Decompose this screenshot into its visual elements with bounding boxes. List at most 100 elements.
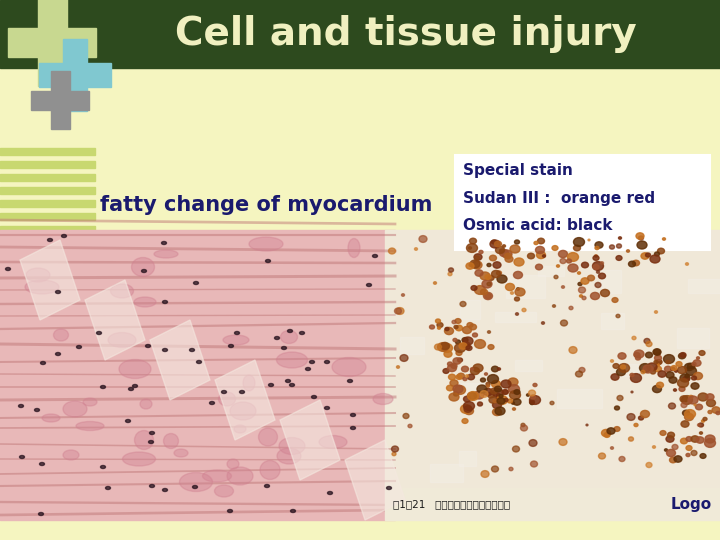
Ellipse shape	[681, 421, 689, 427]
Ellipse shape	[463, 337, 473, 345]
Ellipse shape	[492, 408, 502, 416]
Ellipse shape	[575, 371, 582, 377]
Ellipse shape	[497, 271, 502, 275]
Ellipse shape	[35, 408, 40, 411]
Ellipse shape	[456, 375, 462, 380]
Ellipse shape	[614, 427, 620, 431]
Ellipse shape	[487, 282, 491, 286]
Ellipse shape	[504, 399, 508, 402]
Ellipse shape	[497, 275, 507, 283]
Ellipse shape	[604, 433, 610, 437]
Ellipse shape	[408, 424, 412, 428]
Ellipse shape	[480, 390, 488, 397]
Ellipse shape	[466, 375, 469, 377]
Ellipse shape	[222, 390, 227, 394]
Ellipse shape	[639, 416, 644, 420]
Ellipse shape	[25, 280, 59, 294]
Bar	[0, 174, 95, 181]
Bar	[688, 279, 720, 293]
Ellipse shape	[513, 408, 516, 410]
Ellipse shape	[631, 391, 633, 393]
Ellipse shape	[653, 349, 661, 355]
Ellipse shape	[6, 267, 11, 271]
Ellipse shape	[397, 366, 400, 368]
Ellipse shape	[101, 465, 106, 469]
Ellipse shape	[76, 422, 104, 430]
Ellipse shape	[513, 272, 523, 279]
Ellipse shape	[467, 393, 477, 400]
Ellipse shape	[685, 410, 696, 418]
Ellipse shape	[477, 385, 487, 393]
Ellipse shape	[505, 253, 511, 259]
Ellipse shape	[536, 246, 544, 254]
Ellipse shape	[202, 470, 232, 482]
Ellipse shape	[389, 248, 395, 254]
Bar	[38, 0, 67, 86]
Ellipse shape	[448, 272, 452, 276]
Ellipse shape	[679, 387, 685, 392]
Ellipse shape	[290, 510, 295, 512]
Ellipse shape	[644, 339, 650, 343]
Ellipse shape	[227, 459, 239, 469]
Ellipse shape	[179, 472, 212, 491]
Ellipse shape	[614, 406, 619, 410]
Ellipse shape	[533, 383, 537, 387]
Bar	[455, 155, 710, 250]
Ellipse shape	[595, 242, 603, 248]
Ellipse shape	[515, 240, 520, 244]
Ellipse shape	[629, 437, 634, 441]
Ellipse shape	[508, 384, 520, 394]
Ellipse shape	[495, 246, 505, 254]
Ellipse shape	[505, 256, 513, 262]
Ellipse shape	[678, 353, 685, 359]
Ellipse shape	[281, 330, 297, 343]
Ellipse shape	[456, 325, 462, 331]
Ellipse shape	[657, 364, 660, 366]
Ellipse shape	[657, 360, 662, 364]
Ellipse shape	[528, 390, 536, 396]
Ellipse shape	[240, 390, 245, 394]
Ellipse shape	[457, 373, 464, 379]
Ellipse shape	[656, 360, 662, 365]
Bar	[385, 230, 720, 488]
Bar	[601, 270, 621, 293]
Ellipse shape	[434, 344, 441, 350]
Polygon shape	[345, 440, 405, 520]
Ellipse shape	[612, 298, 618, 302]
Bar	[538, 266, 564, 276]
Ellipse shape	[454, 326, 458, 329]
Ellipse shape	[511, 402, 515, 404]
Ellipse shape	[467, 322, 473, 327]
Ellipse shape	[351, 427, 356, 429]
Ellipse shape	[444, 351, 452, 357]
Ellipse shape	[492, 240, 497, 244]
Ellipse shape	[502, 250, 512, 258]
Text: 图1－21   心肌脂肪变性（钾酸染色）: 图1－21 心肌脂肪变性（钾酸染色）	[393, 499, 510, 509]
Ellipse shape	[498, 368, 500, 370]
Ellipse shape	[485, 275, 491, 279]
Text: Special stain: Special stain	[463, 164, 573, 179]
Ellipse shape	[691, 450, 697, 456]
Ellipse shape	[479, 251, 483, 254]
Ellipse shape	[474, 256, 480, 260]
Ellipse shape	[613, 363, 619, 368]
Ellipse shape	[161, 241, 166, 245]
Bar	[385, 488, 720, 520]
Ellipse shape	[646, 462, 652, 468]
Ellipse shape	[485, 294, 491, 299]
Ellipse shape	[55, 291, 60, 294]
Ellipse shape	[456, 340, 461, 344]
Ellipse shape	[464, 406, 472, 413]
Ellipse shape	[538, 238, 544, 244]
Ellipse shape	[282, 347, 287, 349]
Ellipse shape	[223, 335, 249, 345]
Ellipse shape	[38, 512, 43, 516]
Ellipse shape	[469, 238, 477, 244]
Ellipse shape	[683, 376, 689, 381]
Ellipse shape	[395, 308, 402, 314]
Bar	[618, 364, 638, 376]
Ellipse shape	[453, 339, 457, 342]
Ellipse shape	[163, 300, 168, 303]
Ellipse shape	[667, 432, 675, 438]
Ellipse shape	[487, 375, 498, 383]
